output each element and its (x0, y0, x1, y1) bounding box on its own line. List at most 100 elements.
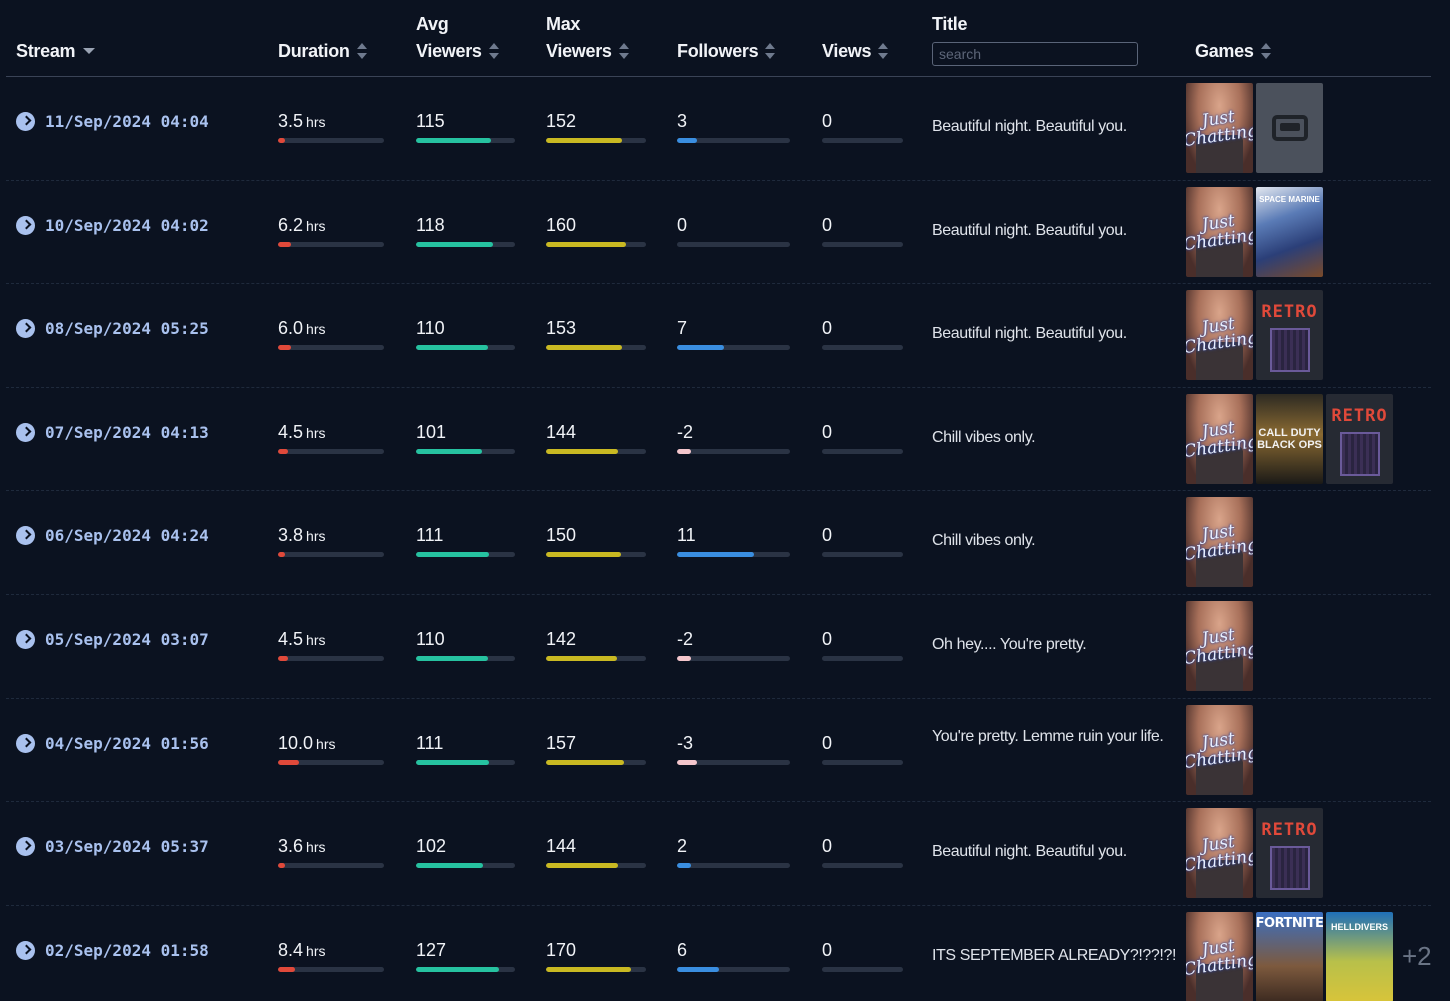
stream-link[interactable]: 06/Sep/2024 04:24 (16, 526, 209, 546)
avg-viewers-bar (416, 759, 515, 765)
game-retro-gaming-icon[interactable]: RETRO (1256, 808, 1323, 899)
stream-date[interactable]: 11/Sep/2024 04:04 (45, 112, 209, 131)
play-circle-icon[interactable] (16, 422, 35, 442)
duration-value: 4.5 (278, 421, 304, 442)
game-just-chatting-icon[interactable]: Just Chatting (1186, 83, 1253, 173)
game-fortnite-icon[interactable]: FORTNITE (1256, 911, 1323, 1001)
max-viewers-cell: 153 (546, 317, 646, 351)
stream-date[interactable]: 02/Sep/2024 01:58 (45, 940, 209, 960)
header-title: Title (932, 11, 967, 38)
avg-viewers-cell: 115 (416, 110, 515, 143)
stream-date[interactable]: 05/Sep/2024 03:07 (45, 630, 209, 649)
game-helldivers-icon[interactable]: HELLDIVERS (1326, 911, 1393, 1001)
sort-desc-icon[interactable] (83, 48, 96, 54)
stream-date[interactable]: 07/Sep/2024 04:13 (45, 422, 209, 442)
avg-viewers-value: 110 (416, 318, 445, 339)
duration-unit: hrs (306, 424, 326, 441)
stream-link[interactable]: 10/Sep/2024 04:02 (16, 215, 209, 235)
followers-bar-fill (677, 863, 691, 869)
stream-date[interactable]: 06/Sep/2024 04:24 (45, 526, 209, 546)
avg-viewers-cell: 111 (416, 732, 515, 765)
game-just-chatting-icon[interactable]: Just Chatting (1186, 290, 1253, 381)
header-views[interactable]: Views (822, 38, 889, 65)
duration-bar (278, 863, 384, 869)
game-retro-gaming-icon[interactable]: RETRO (1326, 393, 1393, 484)
avg-viewers-cell: 127 (416, 939, 515, 972)
game-just-chatting-icon[interactable]: Just Chatting (1186, 601, 1253, 691)
play-circle-icon[interactable] (16, 319, 35, 339)
views-bar (822, 448, 903, 454)
stream-title: Beautiful night. Beautiful you. (932, 843, 1127, 861)
play-circle-icon[interactable] (16, 215, 35, 235)
followers-bar (677, 966, 790, 972)
game-just-chatting-icon[interactable]: Just Chatting (1186, 186, 1253, 277)
more-games-count[interactable]: +2 (1402, 941, 1432, 972)
game-just-chatting-icon[interactable]: Just Chatting (1186, 393, 1253, 484)
avg-viewers-bar (416, 241, 515, 247)
duration-bar-fill (278, 138, 286, 143)
play-circle-icon[interactable] (16, 112, 35, 131)
game-call-of-duty-icon[interactable]: CALL DUTY BLACK OPS (1256, 393, 1323, 484)
duration-cell: 3.6 hrs (278, 835, 384, 869)
sort-icon[interactable] (618, 43, 630, 59)
followers-cell: 2 (677, 835, 790, 869)
avg-viewers-bar (416, 656, 515, 661)
stream-date[interactable]: 04/Sep/2024 01:56 (45, 733, 209, 753)
sort-icon[interactable] (765, 43, 776, 59)
followers-cell: 11 (677, 524, 790, 558)
table-row: 05/Sep/2024 03:07 4.5 hrs 110 142 -2 0 Oh hey..… (6, 595, 1431, 699)
game-just-chatting-icon[interactable]: Just Chatting (1186, 704, 1253, 795)
header-avg-viewers[interactable]: Avg Viewers (416, 11, 500, 65)
game-just-chatting-icon[interactable]: Just Chatting (1186, 911, 1253, 1001)
play-circle-icon[interactable] (16, 526, 35, 546)
max-viewers-bar-fill (546, 552, 621, 558)
game-just-chatting-icon[interactable]: Just Chatting (1186, 497, 1253, 588)
max-viewers-bar (546, 448, 646, 454)
avg-viewers-bar (416, 138, 515, 143)
title-search-input[interactable] (932, 42, 1138, 66)
stream-link[interactable]: 03/Sep/2024 05:37 (16, 837, 209, 857)
avg-viewers-bar (416, 552, 515, 558)
header-followers[interactable]: Followers (677, 38, 776, 65)
stream-link[interactable]: 05/Sep/2024 03:07 (16, 630, 209, 649)
header-stream[interactable]: Stream (16, 38, 96, 65)
game-controller-icon[interactable] (1256, 83, 1323, 173)
play-circle-icon[interactable] (16, 630, 35, 649)
stream-link[interactable]: 02/Sep/2024 01:58 (16, 940, 209, 960)
stream-link[interactable]: 11/Sep/2024 04:04 (16, 112, 209, 131)
sort-icon[interactable] (878, 43, 889, 59)
max-viewers-bar-fill (546, 863, 618, 869)
header-duration[interactable]: Duration (278, 38, 368, 65)
game-space-marine-icon[interactable]: SPACE MARINE (1256, 186, 1323, 277)
stream-date[interactable]: 10/Sep/2024 04:02 (45, 215, 209, 235)
followers-value: 3 (677, 111, 688, 131)
stream-date[interactable]: 03/Sep/2024 05:37 (45, 837, 209, 857)
game-label: RETRO (1261, 302, 1318, 323)
header-max-line2: Viewers (546, 41, 612, 61)
stream-title: Beautiful night. Beautiful you. (932, 221, 1127, 239)
play-circle-icon[interactable] (16, 940, 35, 960)
followers-bar (677, 241, 790, 247)
followers-bar (677, 656, 790, 661)
sort-icon[interactable] (356, 43, 368, 59)
max-viewers-value: 152 (546, 111, 577, 131)
stream-date[interactable]: 08/Sep/2024 05:25 (45, 319, 209, 339)
views-cell: 0 (822, 835, 903, 869)
duration-bar (278, 552, 384, 558)
header-games-label: Games (1195, 41, 1254, 61)
play-circle-icon[interactable] (16, 837, 35, 857)
sort-icon[interactable] (488, 43, 500, 59)
views-cell: 0 (822, 732, 903, 765)
header-games[interactable]: Games (1195, 38, 1272, 65)
stream-link[interactable]: 08/Sep/2024 05:25 (16, 319, 209, 339)
views-bar (822, 759, 903, 765)
game-retro-gaming-icon[interactable]: RETRO (1256, 290, 1323, 381)
max-viewers-value: 157 (546, 732, 577, 753)
header-max-viewers[interactable]: Max Viewers (546, 11, 630, 65)
game-just-chatting-icon[interactable]: Just Chatting (1186, 808, 1253, 899)
stream-link[interactable]: 04/Sep/2024 01:56 (16, 733, 209, 753)
sort-icon[interactable] (1260, 43, 1272, 59)
stream-link[interactable]: 07/Sep/2024 04:13 (16, 422, 209, 442)
views-cell: 0 (822, 524, 903, 558)
play-circle-icon[interactable] (16, 733, 35, 753)
